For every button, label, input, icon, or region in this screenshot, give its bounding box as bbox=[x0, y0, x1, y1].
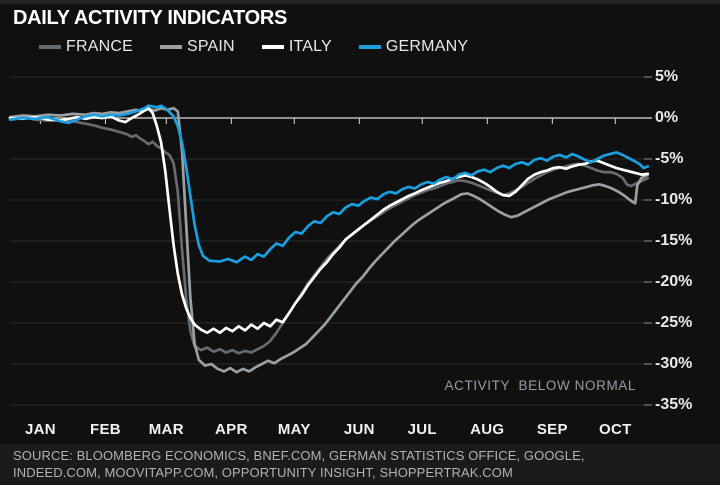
legend-item-spain: SPAIN bbox=[159, 38, 235, 56]
source-credit: SOURCE: BLOOMBERG ECONOMICS, BNEF.COM, G… bbox=[13, 447, 585, 481]
legend-label-spain: SPAIN bbox=[186, 38, 235, 55]
chart-title: DAILY ACTIVITY INDICATORS bbox=[13, 7, 288, 29]
france-line-swatch bbox=[39, 45, 61, 49]
y-axis-label-0%: 0% bbox=[655, 109, 679, 126]
source-band bbox=[0, 444, 720, 485]
spain-line-swatch bbox=[159, 45, 182, 49]
y-axis-label--25%: -25% bbox=[655, 314, 693, 331]
y-axis-label--30%: -30% bbox=[655, 355, 693, 372]
legend: FRANCE SPAIN ITALY GERMANY bbox=[39, 38, 468, 56]
y-axis-label--10%: -10% bbox=[655, 191, 693, 208]
x-axis-label-JAN: JAN bbox=[24, 421, 56, 438]
series-line-spain bbox=[8, 106, 650, 374]
x-axis-label-FEB: FEB bbox=[90, 421, 121, 438]
legend-item-france: FRANCE bbox=[39, 38, 133, 56]
x-axis-label-MAR: MAR bbox=[148, 421, 184, 438]
series-line-germany bbox=[8, 104, 650, 264]
x-axis-label-OCT: OCT bbox=[598, 421, 632, 438]
legend-label-italy: ITALY bbox=[288, 38, 332, 55]
series-line-italy bbox=[8, 106, 650, 335]
y-axis-label--15%: -15% bbox=[655, 232, 693, 249]
germany-line-swatch bbox=[358, 45, 381, 49]
source-line-1: SOURCE: BLOOMBERG ECONOMICS, BNEF.COM, G… bbox=[13, 448, 585, 463]
legend-label-germany: GERMANY bbox=[385, 38, 469, 55]
x-axis-label-AUG: AUG bbox=[470, 421, 505, 438]
y-axis-label--20%: -20% bbox=[655, 273, 693, 290]
x-axis-label-JUL: JUL bbox=[407, 421, 437, 438]
x-axis-label-SEP: SEP bbox=[536, 421, 568, 438]
source-line-2: INDEED.COM, MOOVITAPP.COM, OPPORTUNITY I… bbox=[13, 465, 513, 480]
legend-item-germany: GERMANY bbox=[358, 38, 469, 56]
x-axis-label-JUN: JUN bbox=[343, 421, 375, 438]
y-axis-label--5%: -5% bbox=[655, 150, 684, 167]
activity-below-normal-annotation: ACTIVITY BELOW NORMAL bbox=[444, 378, 636, 393]
top-divider bbox=[0, 0, 720, 4]
italy-line-swatch bbox=[261, 45, 284, 49]
legend-item-italy: ITALY bbox=[261, 38, 332, 56]
y-axis-label--35%: -35% bbox=[655, 396, 693, 413]
x-axis-label-MAY: MAY bbox=[277, 421, 311, 438]
x-axis-label-APR: APR bbox=[215, 421, 248, 438]
legend-label-france: FRANCE bbox=[66, 38, 133, 55]
y-axis-label-5%: 5% bbox=[655, 68, 679, 85]
